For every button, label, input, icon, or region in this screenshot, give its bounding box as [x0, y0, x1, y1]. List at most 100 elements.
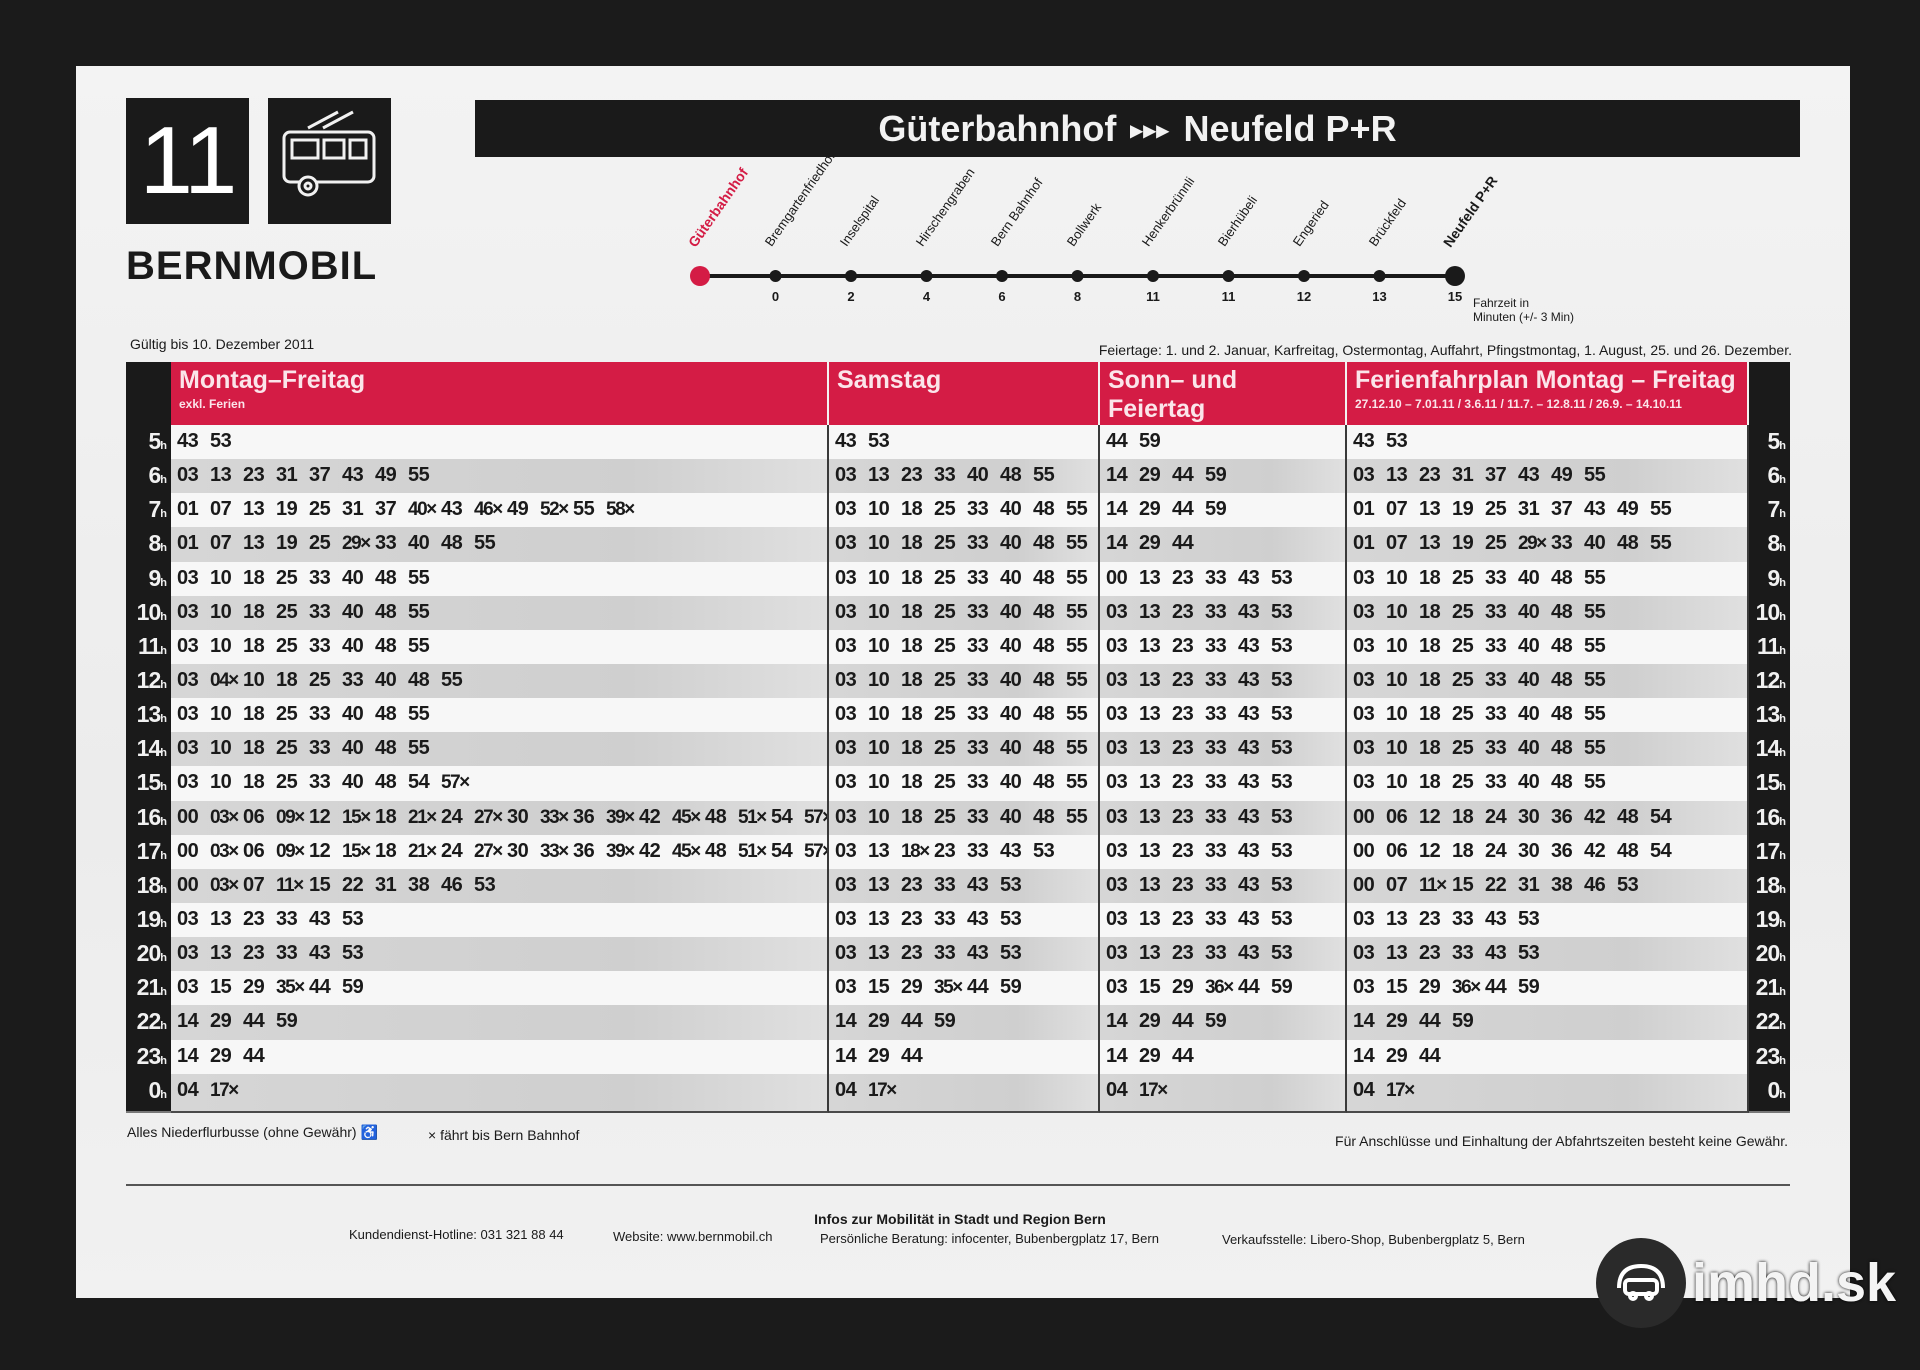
departure-cell: 03 10 18 25 33 40 48 55: [171, 698, 829, 738]
column-title: Ferienfahrplan Montag – Freitag: [1355, 366, 1736, 394]
departure-cell: 03 13 23 33 43 53: [1100, 595, 1347, 635]
hour-label: 22h: [126, 1005, 171, 1045]
departure-minute: 53: [474, 873, 496, 896]
website-link[interactable]: Website: www.bernmobil.ch: [613, 1229, 773, 1244]
departure-minute: 55: [1066, 805, 1088, 828]
departure-minute: 43: [967, 907, 989, 930]
departure-minute: 23: [1172, 634, 1194, 657]
departure-minute: 40: [342, 634, 364, 657]
departure-minute: 13: [1386, 942, 1408, 965]
departure-minute: 44: [1238, 976, 1260, 999]
departure-minute: 23: [243, 907, 265, 930]
hour-number: 23: [136, 1042, 162, 1069]
departure-minute: 22: [342, 873, 364, 896]
departure-minute: 40: [1518, 771, 1540, 794]
departure-minute: 33: [1205, 942, 1227, 965]
stop-travel-minutes: 12: [1296, 289, 1312, 304]
departure-minute: 53: [1271, 634, 1293, 657]
departure-minute: 03: [835, 532, 857, 555]
divider: [126, 1184, 1790, 1186]
departure-minute: 03: [1106, 907, 1128, 930]
departure-minute: 43: [1238, 737, 1260, 760]
direction-arrows: ▸▸▸: [1130, 117, 1170, 144]
departure-minute: 35×: [276, 977, 305, 999]
hour-number: 5: [148, 428, 161, 454]
departure-cell: 14 29 44: [1100, 527, 1347, 567]
departure-minute: 33: [1485, 703, 1507, 726]
advice-info: Persönliche Beratung: infocenter, Bubenb…: [820, 1231, 1159, 1246]
hour-suffix: h: [160, 917, 167, 930]
hour-label: 5h: [1749, 425, 1790, 464]
departure-minute: 23: [901, 907, 923, 930]
operator-logo: BERNMOBIL: [126, 244, 378, 288]
timetable-row: 5h 43 53 43 53 44 59 43 53 5h: [126, 425, 1790, 464]
hour-suffix: h: [1779, 986, 1786, 999]
departure-minute: 24: [1485, 805, 1507, 828]
departure-minute: 53: [1271, 600, 1293, 623]
departure-minute: 25: [1485, 498, 1507, 521]
departure-minute: 03: [1106, 839, 1128, 862]
departure-minute: 25: [1452, 634, 1474, 657]
timetable-row: 6h 03 13 23 31 37 43 49 55 03 13 23 33 40 48 55 14 29 44 59…: [126, 459, 1790, 499]
departure-minute: 57×: [441, 772, 470, 794]
departure-minute: 29: [901, 976, 923, 999]
hour-label: 12h: [1749, 663, 1790, 703]
departure-minute: 09×: [276, 840, 305, 862]
departure-cell: 03 13 23 33 43 53: [1347, 902, 1749, 942]
hour-number: 15: [1755, 769, 1781, 796]
departure-minute: 40: [1518, 737, 1540, 760]
departure-minute: 10: [868, 771, 890, 794]
departure-cell: 00 06 12 18 24 30 36 42 48 54: [1347, 834, 1749, 874]
departure-minute: 44: [1419, 1044, 1441, 1067]
route-title: Güterbahnhof ▸▸▸ Neufeld P+R: [475, 100, 1800, 157]
hour-label: 15h: [1749, 766, 1790, 806]
departure-minute: 53: [1000, 942, 1022, 965]
departure-minute: 59: [1271, 976, 1293, 999]
departure-minute: 39×: [606, 840, 635, 862]
departure-minute: 48: [1551, 771, 1573, 794]
hour-suffix: h: [1779, 508, 1786, 521]
departure-cell: 03 13 23 31 37 43 49 55: [1347, 459, 1749, 499]
departure-cell: 03 10 18 25 33 40 48 55: [171, 561, 829, 601]
departure-minute: 13: [1139, 600, 1161, 623]
departure-minute: 13: [1419, 498, 1441, 521]
hour-suffix: h: [160, 883, 167, 896]
departure-cell: 03 13 23 33 43 53: [829, 868, 1100, 908]
departure-minute: 14: [1106, 1044, 1128, 1067]
departure-minute: 33: [1485, 668, 1507, 691]
departure-minute: 18: [1419, 668, 1441, 691]
departure-minute: 33: [342, 668, 364, 691]
departure-minute: 25: [276, 566, 298, 589]
column-header-sunday: Sonn– und Feiertag: [1100, 362, 1347, 428]
departure-minute: 51×: [738, 840, 767, 862]
departure-cell: 04 17×: [829, 1073, 1100, 1113]
departure-minute: 03: [177, 566, 199, 589]
departure-minute: 33: [1452, 942, 1474, 965]
departure-minute: 25: [934, 703, 956, 726]
departure-minute: 18: [1419, 737, 1441, 760]
departure-minute: 59: [1205, 498, 1227, 521]
departure-cell: 03 10 18 25 33 40 48 55: [829, 493, 1100, 533]
hour-label: 16h: [1749, 800, 1790, 840]
departure-cell: 14 29 44 59: [171, 1005, 829, 1045]
departure-minute: 18: [901, 668, 923, 691]
departure-minute: 38: [1551, 873, 1573, 896]
departure-minute: 07: [243, 873, 265, 896]
departure-minute: 48: [375, 600, 397, 623]
hour-label: 17h: [1749, 834, 1790, 874]
hour-label: 0h: [1749, 1073, 1790, 1113]
departure-minute: 03: [177, 464, 199, 487]
departure-minute: 29: [1139, 532, 1161, 555]
departure-minute: 10: [243, 668, 265, 691]
departure-minute: 40: [1000, 600, 1022, 623]
departure-minute: 48: [1551, 600, 1573, 623]
departure-minute: 00: [1353, 873, 1375, 896]
departure-minute: 53: [1033, 839, 1055, 862]
departure-minute: 18: [243, 600, 265, 623]
departure-minute: 43: [1485, 942, 1507, 965]
departure-minute: 40: [1000, 703, 1022, 726]
departure-minute: 48: [1617, 532, 1639, 555]
hour-suffix: h: [1779, 542, 1786, 555]
departure-cell: 03 10 18 25 33 40 48 55: [1347, 595, 1749, 635]
departure-minute: 25: [934, 498, 956, 521]
